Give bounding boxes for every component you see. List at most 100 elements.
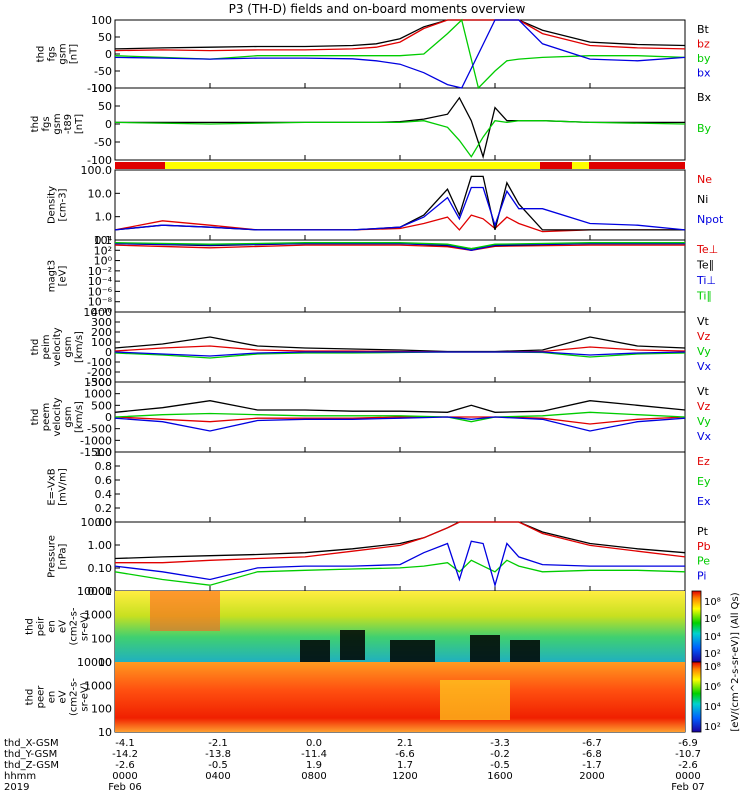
- y-tick-label: 100: [91, 82, 112, 95]
- legend-Vt: Vt: [697, 315, 710, 328]
- y-tick-label: 1.00: [88, 539, 113, 552]
- y-tick-label: 0: [105, 48, 112, 61]
- series-line-Npot: [114, 186, 686, 231]
- y-tick-label: 10⁻⁶: [88, 285, 113, 298]
- ephemeris-value: -11.4: [301, 749, 327, 760]
- legend-bx: bx: [697, 67, 711, 80]
- y-tick-label: 10⁴: [94, 234, 113, 247]
- y-tick-label: 100: [91, 703, 112, 716]
- ephemeris-table: thd_X-GSM -4.1 -2.1 0.0 2.1 -3.3 -6.7 -6.9 thd_Y…: [4, 738, 705, 793]
- y-tick-label: 1.0: [95, 446, 113, 459]
- peer-spectrogram: [115, 662, 685, 732]
- ephemeris-value: 1600: [487, 771, 512, 782]
- legend-Ey: Ey: [697, 475, 711, 488]
- status-segment: [589, 162, 685, 169]
- legend-Vy: Vy: [697, 415, 711, 428]
- legend-Te∥: Te∥: [696, 259, 714, 272]
- y-axis-label-line: sr-eV): [80, 682, 91, 711]
- y-axis-label-line: sr-eV): [80, 612, 91, 641]
- y-tick-label: 0.8: [95, 460, 113, 473]
- status-segment: [115, 162, 165, 169]
- y-axis-label-line: thd: [25, 689, 36, 706]
- y-axis-label-line: [mV/m]: [58, 468, 69, 506]
- y-tick-label: -1500: [80, 446, 112, 459]
- status-segment: [572, 162, 589, 169]
- status-segment: [165, 162, 540, 169]
- y-axis-label: E=-VxB[mV/m]: [47, 468, 69, 506]
- ephemeris-value: -14.2: [112, 749, 138, 760]
- y-tick-label: -100: [87, 356, 112, 369]
- y-tick-label: 50: [98, 31, 112, 44]
- y-tick-label: 10⁻⁴: [88, 275, 113, 288]
- y-tick-label: 10⁻²: [88, 265, 112, 278]
- y-axis-label-line: [km/s]: [74, 331, 85, 363]
- y-axis-label: magt3[eV]: [47, 260, 69, 293]
- colorbar-tick: 10⁴: [704, 632, 721, 643]
- y-tick-label: 0.10: [88, 562, 113, 575]
- ephemeris-value: -2.6: [115, 760, 135, 771]
- colorbar: 10⁸ 10⁶ 10⁴ 10² 10⁸ 10⁶ 10⁴ 10² [eV/(cm^…: [691, 590, 741, 733]
- y-axis-label-line: (cm2-s-: [69, 678, 80, 716]
- spectrogram-patch: [510, 640, 540, 662]
- ephemeris-value: -13.8: [205, 749, 231, 760]
- y-axis-label-line: peir: [36, 616, 47, 636]
- y-axis-label-line: fgs: [47, 46, 58, 61]
- colorbar-tick: 10⁶: [704, 614, 721, 625]
- panel-vi: 4003002001000-100-200-300thdpeimvelocity…: [30, 306, 712, 389]
- y-tick-label: 1000: [84, 679, 112, 692]
- ephemeris-row-label: hhmm: [4, 771, 36, 782]
- colorbar-label: [eV/(cm^2-s-sr-eV)] (All Qs): [730, 592, 741, 731]
- y-tick-label: 1500: [84, 376, 112, 389]
- y-tick-label: 100: [91, 336, 112, 349]
- series-line-Vx: [114, 351, 686, 357]
- status-bar: [115, 162, 685, 169]
- series-line-Vt: [114, 336, 686, 353]
- panel-fgs_dt: 100 50 0 -50 -100 thdfgsgsm-t89[nT] Bx By: [30, 82, 712, 167]
- ephemeris-value: -0.5: [208, 760, 228, 771]
- panel-efield: 1.00.80.60.40.20.0 E=-VxB[mV/m] Ez Ey Ex: [47, 446, 711, 529]
- legend-Ez: Ez: [697, 455, 710, 468]
- y-tick-label: -1000: [80, 434, 112, 447]
- y-axis-label-line: Pressure: [47, 535, 58, 578]
- colorbar-top: [691, 590, 702, 663]
- y-axis-label-line: gsm: [63, 336, 74, 357]
- y-axis-label-line: eV: [58, 620, 69, 633]
- colorbar-tick: 10²: [704, 722, 721, 733]
- y-axis-label: thdpeireneV(cm2-s-sr-eV): [25, 607, 91, 645]
- series-line-Vy: [114, 411, 686, 423]
- series-line-bz: [114, 19, 686, 52]
- ephemeris-value: -2.6: [678, 760, 698, 771]
- spectrogram-layer: [115, 591, 685, 732]
- ephemeris-value: -0.5: [490, 760, 510, 771]
- legend-Vz: Vz: [697, 400, 711, 413]
- legend-Pt: Pt: [697, 525, 709, 538]
- y-axis-label-line: velocity: [52, 327, 63, 366]
- spectrogram-patch: [390, 640, 435, 662]
- spectrogram-patch: [150, 591, 220, 631]
- ephemeris-value: 0000: [675, 771, 700, 782]
- y-axis-label-line: peim: [41, 334, 52, 359]
- y-tick-label: 500: [91, 399, 112, 412]
- y-axis-label-line: -t89: [63, 114, 74, 134]
- legend-Pi: Pi: [697, 569, 706, 582]
- series-line-Bt: [114, 19, 686, 50]
- ephemeris-value: 2.1: [397, 738, 413, 749]
- series-line-Te⊥: [114, 244, 685, 251]
- legend-Bx: Bx: [697, 91, 712, 104]
- y-tick-label: 10000: [77, 656, 112, 669]
- ephemeris-value: -4.1: [115, 738, 135, 749]
- y-axis-label: thdpeemvelocitygsm[km/s]: [30, 397, 85, 436]
- legend-by: by: [697, 52, 711, 65]
- ephemeris-value: -0.2: [490, 749, 510, 760]
- legend-Ti⊥: Ti⊥: [696, 274, 716, 287]
- y-tick-label: 300: [91, 316, 112, 329]
- y-tick-label: 0: [105, 346, 112, 359]
- ephemeris-value: -6.6: [395, 749, 415, 760]
- legend-Vz: Vz: [697, 330, 711, 343]
- y-axis-label-line: gsm: [52, 113, 63, 134]
- y-axis-label-line: thd: [30, 339, 41, 356]
- figure-title: P3 (TH-D) fields and on-board moments ov…: [229, 2, 526, 16]
- y-axis-label-line: [cm-3]: [58, 188, 69, 221]
- legend-Ti∥: Ti∥: [696, 290, 712, 303]
